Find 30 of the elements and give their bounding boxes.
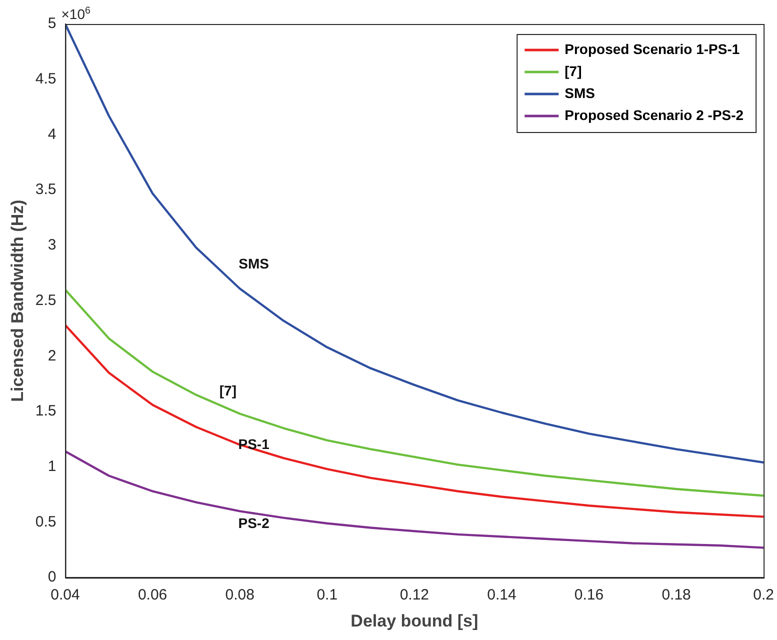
y-tick-label: 0 <box>48 568 56 586</box>
x-tick-label: 0.06 <box>138 586 168 604</box>
x-tick-label: 0.18 <box>662 586 691 604</box>
y-tick-label: 4.5 <box>35 70 56 88</box>
x-tick-label: 0.2 <box>753 586 774 604</box>
x-tick-label: 0.04 <box>50 586 80 604</box>
y-tick-label: 1 <box>48 458 56 476</box>
legend-label: SMS <box>564 84 595 101</box>
x-tick-label: 0.12 <box>400 586 430 604</box>
y-tick-label: 2 <box>48 347 56 364</box>
x-tick-label: 0.08 <box>225 586 254 604</box>
y-tick-label: 0.5 <box>35 513 56 530</box>
legend-label: [7] <box>564 62 582 79</box>
annotation: PS-1 <box>238 436 270 452</box>
y-tick-label: 4 <box>48 126 56 143</box>
annotation: SMS <box>238 256 269 272</box>
x-tick-label: 0.1 <box>316 586 338 604</box>
annotation: PS-2 <box>238 514 270 531</box>
y-tick-label: 5 <box>48 15 56 32</box>
x-axis-title: Delay bound [s] <box>350 611 478 630</box>
annotation: [7] <box>219 382 237 398</box>
x-tick-label: 0.16 <box>574 586 604 604</box>
legend-label: Proposed Scenario 2 -PS-2 <box>564 106 744 123</box>
y-tick-label: 3 <box>48 236 56 254</box>
x-tick-label: 0.14 <box>487 586 516 604</box>
y-axis-title: Licensed Bandwidth (Hz) <box>8 200 27 402</box>
y-tick-label: 1.5 <box>35 402 56 420</box>
y-tick-label: 2.5 <box>35 292 56 309</box>
y-tick-label: 3.5 <box>35 181 56 198</box>
legend-label: Proposed Scenario 1-PS-1 <box>564 40 740 57</box>
